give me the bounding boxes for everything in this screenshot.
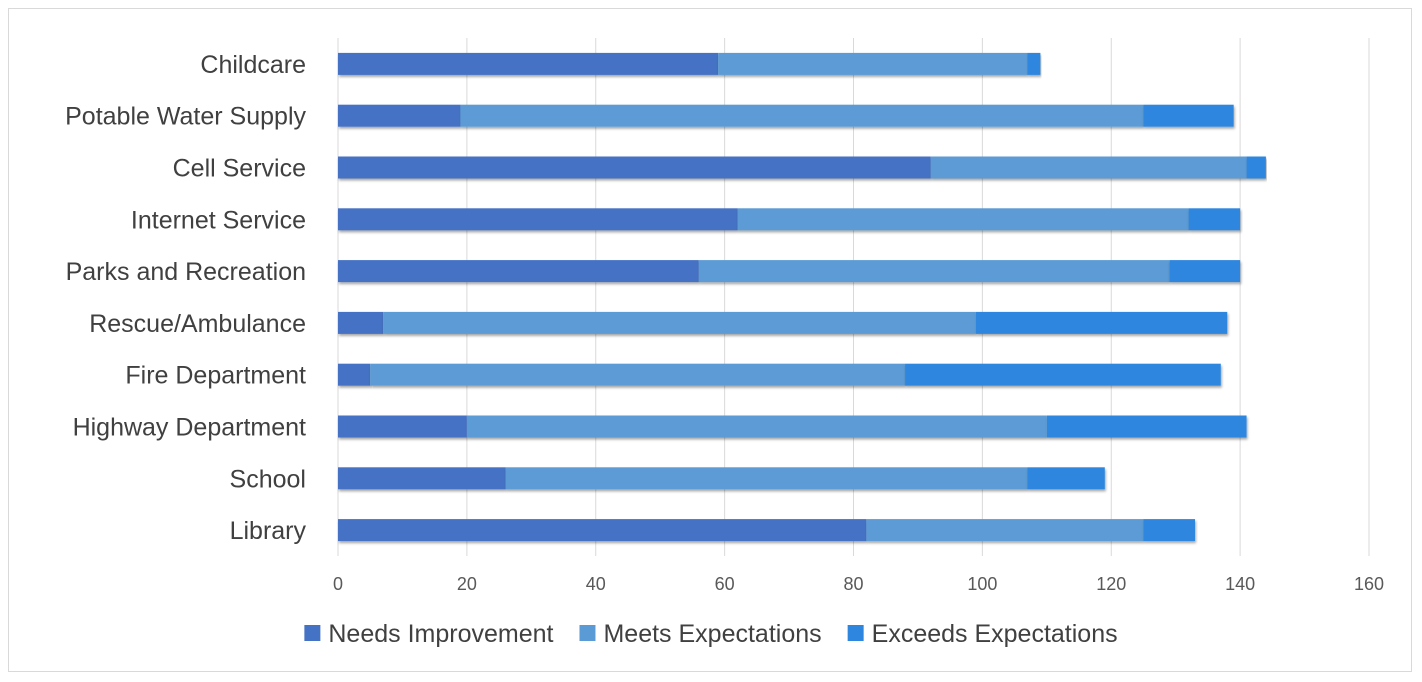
bar-needs-improvement-childcare <box>338 52 719 75</box>
x-tick-label: 60 <box>715 574 735 594</box>
bars <box>338 52 1266 542</box>
bar-needs-improvement-potable-water-supply <box>338 104 461 127</box>
bar-needs-improvement-parks-and-recreation <box>338 260 699 283</box>
bar-exceeds-expectations-potable-water-supply <box>1143 104 1234 127</box>
bar-meets-expectations-highway-department <box>466 415 1047 438</box>
bar-needs-improvement-rescue-ambulance <box>338 311 384 334</box>
bar-needs-improvement-fire-department <box>338 363 371 386</box>
bar-exceeds-expectations-fire-department <box>905 363 1221 386</box>
x-tick-label: 40 <box>586 574 606 594</box>
category-label: Childcare <box>200 51 306 79</box>
category-label: Rescue/Ambulance <box>89 310 306 338</box>
bar-meets-expectations-fire-department <box>370 363 906 386</box>
bar-exceeds-expectations-highway-department <box>1046 415 1247 438</box>
legend-swatch-needs-improvement <box>304 625 321 641</box>
x-tick-label: 80 <box>843 574 863 594</box>
category-label: Potable Water Supply <box>65 103 306 131</box>
bar-exceeds-expectations-childcare <box>1027 52 1041 75</box>
x-tick-labels: 0 20 40 60 80 100 120 140 160 <box>333 574 1384 594</box>
x-tick-label: 20 <box>457 574 477 594</box>
legend-swatch-meets-expectations <box>579 625 596 641</box>
bar-needs-improvement-library <box>338 519 867 542</box>
bar-exceeds-expectations-rescue-ambulance <box>975 311 1228 334</box>
category-label: Cell Service <box>173 155 306 183</box>
bar-needs-improvement-internet-service <box>338 208 738 231</box>
bar-meets-expectations-library <box>866 519 1144 542</box>
bar-needs-improvement-cell-service <box>338 156 931 179</box>
bar-meets-expectations-internet-service <box>737 208 1189 231</box>
x-tick-label: 100 <box>967 574 997 594</box>
x-tick-label: 0 <box>333 574 343 594</box>
bar-exceeds-expectations-school <box>1027 467 1105 490</box>
legend: Needs Improvement Meets Expectations Excee… <box>304 620 1118 648</box>
category-label: Internet Service <box>131 206 306 234</box>
category-label: Parks and Recreation <box>66 258 306 286</box>
bar-exceeds-expectations-parks-and-recreation <box>1169 260 1241 283</box>
bar-meets-expectations-school <box>505 467 1028 490</box>
bar-meets-expectations-rescue-ambulance <box>383 311 976 334</box>
bar-meets-expectations-childcare <box>718 52 1028 75</box>
category-labels: Childcare Potable Water Supply Cell Servic… <box>65 51 306 545</box>
bar-meets-expectations-cell-service <box>930 156 1247 179</box>
legend-label: Needs Improvement <box>328 620 553 648</box>
bar-needs-improvement-highway-department <box>338 415 467 438</box>
category-label: Library <box>230 517 307 545</box>
legend-label: Exceeds Expectations <box>872 620 1118 648</box>
x-tick-label: 140 <box>1225 574 1255 594</box>
bar-exceeds-expectations-internet-service <box>1188 208 1241 231</box>
bar-meets-expectations-potable-water-supply <box>460 104 1144 127</box>
legend-swatch-exceeds-expectations <box>847 625 864 641</box>
legend-label: Meets Expectations <box>603 620 821 648</box>
x-tick-label: 120 <box>1096 574 1126 594</box>
bar-needs-improvement-school <box>338 467 506 490</box>
category-label: Highway Department <box>73 414 306 442</box>
bar-exceeds-expectations-cell-service <box>1246 156 1266 179</box>
bar-meets-expectations-parks-and-recreation <box>698 260 1170 283</box>
category-label: Fire Department <box>125 362 306 390</box>
category-label: School <box>230 465 306 493</box>
x-tick-label: 160 <box>1354 574 1384 594</box>
bar-exceeds-expectations-library <box>1143 519 1196 542</box>
